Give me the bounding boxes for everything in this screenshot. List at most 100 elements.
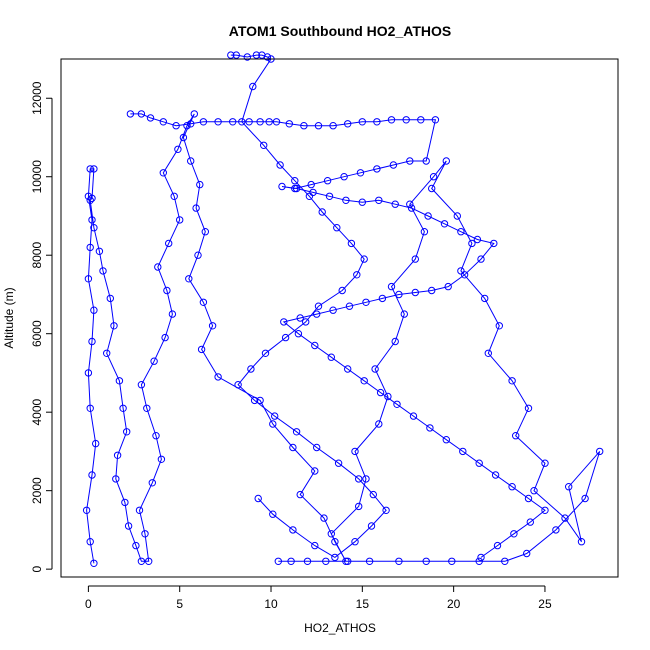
- data-point: [331, 538, 339, 546]
- data-point: [254, 494, 262, 503]
- data-point: [530, 487, 538, 495]
- data-point: [460, 271, 469, 279]
- data-point: [376, 388, 385, 397]
- data-point: [141, 530, 149, 538]
- data-point: [99, 267, 107, 275]
- data-point: [86, 404, 94, 412]
- data-point: [395, 557, 403, 565]
- data-point: [289, 526, 297, 534]
- data-point: [88, 471, 96, 479]
- data-point: [208, 322, 217, 330]
- data-point: [375, 420, 383, 428]
- data-point: [318, 208, 326, 216]
- data-point: [183, 122, 191, 130]
- data-point: [249, 82, 257, 91]
- data-point: [145, 557, 153, 565]
- data-point: [285, 120, 293, 128]
- data-point: [577, 538, 586, 546]
- data-point: [355, 502, 363, 511]
- data-point: [353, 271, 361, 279]
- data-point: [422, 157, 430, 165]
- data-point: [256, 396, 264, 405]
- data-point: [296, 490, 304, 499]
- data-point: [457, 228, 465, 236]
- data-point: [197, 345, 206, 354]
- data-point: [238, 118, 246, 126]
- y-tick-label: 4000: [30, 399, 44, 426]
- data-point: [95, 247, 104, 256]
- x-axis-label: HO2_ATHOS: [304, 621, 376, 635]
- data-point: [373, 118, 381, 126]
- data-point: [192, 204, 200, 212]
- data-point: [411, 255, 419, 263]
- x-tick-label: 15: [356, 597, 370, 611]
- data-point: [199, 118, 208, 126]
- data-point: [501, 557, 509, 565]
- data-point: [247, 365, 255, 373]
- data-point: [243, 53, 252, 61]
- data-point: [320, 514, 328, 522]
- data-point: [229, 118, 237, 126]
- data-point: [526, 518, 534, 526]
- data-point: [481, 294, 489, 303]
- data-point: [484, 349, 492, 357]
- data-point: [88, 337, 96, 346]
- data-point: [508, 483, 516, 491]
- data-point: [296, 314, 304, 322]
- data-point: [338, 286, 346, 295]
- x-tick-label: 25: [538, 597, 552, 611]
- data-point: [387, 282, 396, 291]
- data-point: [356, 169, 365, 177]
- data-point: [150, 357, 158, 365]
- data-point: [389, 161, 398, 169]
- data-point: [86, 243, 94, 252]
- data-point: [311, 467, 319, 475]
- data-point: [261, 349, 270, 357]
- data-point: [281, 333, 290, 342]
- data-point: [395, 290, 403, 299]
- data-point: [344, 365, 352, 373]
- data-point: [429, 173, 438, 181]
- data-point: [196, 180, 204, 189]
- x-tick-label: 5: [176, 597, 183, 611]
- data-point: [345, 302, 354, 310]
- data-point: [152, 432, 160, 440]
- x-tick-label: 0: [85, 597, 92, 611]
- data-layer: [82, 51, 604, 567]
- data-point: [92, 439, 100, 448]
- data-point: [305, 192, 314, 201]
- data-point: [369, 490, 377, 499]
- data-point: [194, 251, 202, 259]
- data-point: [325, 192, 334, 201]
- data-point: [234, 381, 242, 389]
- data-point: [86, 538, 94, 546]
- data-point: [313, 310, 321, 318]
- data-point: [214, 118, 222, 126]
- data-point: [371, 365, 379, 373]
- data-point: [373, 165, 381, 173]
- data-point: [187, 157, 195, 165]
- data-point: [311, 341, 319, 350]
- data-point: [185, 275, 193, 283]
- data-point: [444, 282, 452, 291]
- data-point: [263, 53, 272, 61]
- data-point: [307, 180, 315, 189]
- y-tick-label: 2000: [30, 477, 44, 504]
- series-line: [230, 54, 387, 559]
- data-point: [417, 116, 425, 124]
- data-point: [523, 549, 531, 558]
- data-point: [347, 239, 356, 248]
- data-point: [340, 173, 348, 181]
- data-point: [493, 541, 502, 550]
- data-point: [163, 286, 171, 295]
- data-point: [344, 557, 352, 565]
- data-point: [82, 506, 91, 514]
- data-point: [190, 110, 199, 118]
- data-point: [157, 455, 166, 463]
- data-point: [170, 192, 178, 201]
- data-point: [391, 337, 399, 346]
- y-tick-label: 6000: [30, 320, 44, 347]
- data-point: [552, 526, 560, 534]
- data-point: [342, 196, 350, 205]
